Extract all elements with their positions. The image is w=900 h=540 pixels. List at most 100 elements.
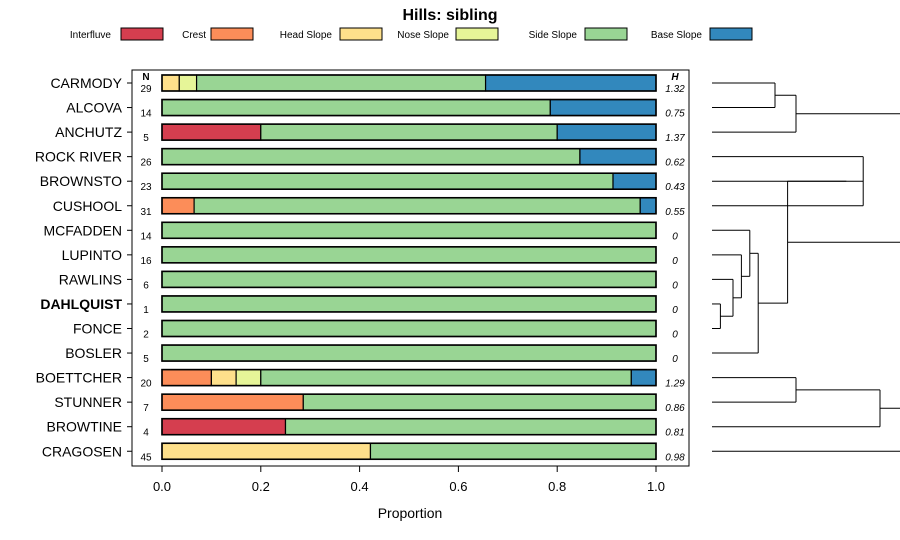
- bar-outline: [161, 172, 657, 190]
- bar-outline: [161, 344, 657, 362]
- legend-label: Nose Slope: [397, 30, 449, 41]
- bar-segment: [210, 369, 237, 387]
- bar-segment: [161, 148, 581, 166]
- h-value: 1.37: [665, 133, 685, 144]
- bar-segment: [161, 221, 657, 239]
- x-tick-label: 0.0: [153, 479, 171, 494]
- bar-segment: [161, 344, 657, 362]
- y-tick-label: ALCOVA: [66, 100, 122, 116]
- n-value: 16: [140, 256, 152, 267]
- n-value: 23: [140, 182, 152, 193]
- n-column: N29 14 5 26 23 31 14 16 6 1 2 5 20 7 4 45: [140, 72, 152, 463]
- y-tick-label: CARMODY: [50, 75, 122, 91]
- x-tick-label: 0.6: [449, 479, 467, 494]
- bar-segment: [630, 369, 657, 387]
- bar-outline: [161, 147, 657, 166]
- n-value: 1: [143, 305, 149, 316]
- bar-segment: [302, 393, 657, 411]
- legend-swatch: [210, 27, 254, 41]
- h-value: 0.43: [665, 182, 685, 193]
- bar-outline: [161, 393, 657, 411]
- bar-outline: [161, 319, 657, 338]
- h-value: 0: [672, 231, 678, 242]
- bar-segment: [260, 123, 558, 141]
- x-tick-label: 0.8: [548, 479, 566, 494]
- y-tick-label: LUPINTO: [62, 247, 123, 263]
- bar-segment: [369, 442, 657, 460]
- bar-segment: [549, 98, 657, 117]
- bar-segment: [193, 197, 641, 215]
- bar-outline: [161, 246, 657, 264]
- legend-swatch: [709, 27, 753, 41]
- bar-outline: [161, 98, 657, 117]
- h-value: 0.86: [665, 403, 685, 414]
- bar-outline: [161, 442, 657, 461]
- y-tick-label: ANCHUTZ: [55, 124, 122, 140]
- n-value: 14: [140, 109, 152, 120]
- h-value: 0: [672, 256, 678, 267]
- h-value: 0.98: [665, 452, 685, 463]
- x-tick-label: 0.4: [351, 479, 369, 494]
- y-tick-label: MCFADDEN: [43, 222, 122, 238]
- bar-segment: [260, 369, 632, 387]
- bar-segment: [235, 369, 262, 387]
- bar-segment: [161, 270, 657, 288]
- bar-segment: [161, 98, 551, 117]
- legend-swatch: [339, 27, 383, 41]
- n-value: 5: [143, 354, 149, 365]
- x-tick-label: 0.2: [252, 479, 270, 494]
- bar-segment: [639, 197, 657, 215]
- bar-segment: [178, 74, 198, 92]
- bar-segment: [161, 295, 657, 313]
- bar-outline: [161, 270, 657, 289]
- y-tick-label: BROWNSTO: [40, 173, 122, 189]
- bar-segment: [484, 74, 657, 92]
- bar-segment: [161, 369, 213, 387]
- legend-swatch: [584, 27, 628, 41]
- bar-segment: [579, 148, 657, 166]
- bar-outline: [161, 368, 657, 387]
- legend-label: Side Slope: [529, 30, 578, 41]
- h-value: 0.75: [665, 109, 685, 120]
- n-value: 14: [140, 231, 152, 242]
- h-header: H: [671, 72, 679, 83]
- n-value: 2: [143, 330, 149, 341]
- bar-outline: [161, 417, 657, 436]
- n-value: 31: [140, 207, 152, 218]
- bar-outline: [161, 123, 657, 141]
- h-value: 0.81: [665, 428, 684, 439]
- y-tick-label: BROWTINE: [47, 419, 122, 435]
- h-value: 1.29: [665, 379, 685, 390]
- h-value: 0.62: [665, 158, 685, 169]
- n-header: N: [142, 72, 149, 83]
- n-value: 6: [143, 280, 149, 291]
- y-tick-label: BOETTCHER: [36, 370, 122, 386]
- y-tick-label: DAHLQUIST: [40, 296, 122, 312]
- bar-segment: [161, 418, 287, 436]
- h-value: 0: [672, 354, 678, 365]
- y-tick-label: FONCE: [73, 321, 122, 337]
- y-tick-label: CRAGOSEN: [42, 443, 122, 459]
- legend-label: Interfluve: [70, 30, 112, 41]
- y-tick-label: BOSLER: [65, 345, 122, 361]
- chart-title: Hills: sibling: [402, 7, 497, 24]
- bar-outline: [161, 74, 657, 92]
- bars: [161, 74, 657, 461]
- bar-segment: [195, 74, 487, 92]
- dendrogram: [712, 82, 900, 452]
- bar-segment: [161, 319, 657, 338]
- x-axis: 0.0 0.2 0.4 0.6 0.8 1.0: [153, 466, 665, 494]
- legend-label: Crest: [182, 30, 206, 41]
- h-column: H1.32 0.75 1.37 0.62 0.43 0.55 0 0 0 0 0 0 1.29 0.86 0…: [665, 72, 685, 463]
- bar-segment: [556, 123, 657, 141]
- h-value: 0: [672, 330, 678, 341]
- n-value: 26: [140, 158, 152, 169]
- plot-frame: [131, 69, 690, 467]
- x-axis-label: Proportion: [378, 505, 443, 521]
- bar-segment: [161, 197, 195, 215]
- n-value: 20: [140, 379, 152, 390]
- bar-segment: [161, 172, 614, 190]
- n-value: 4: [143, 428, 149, 439]
- bar-outline: [161, 221, 657, 240]
